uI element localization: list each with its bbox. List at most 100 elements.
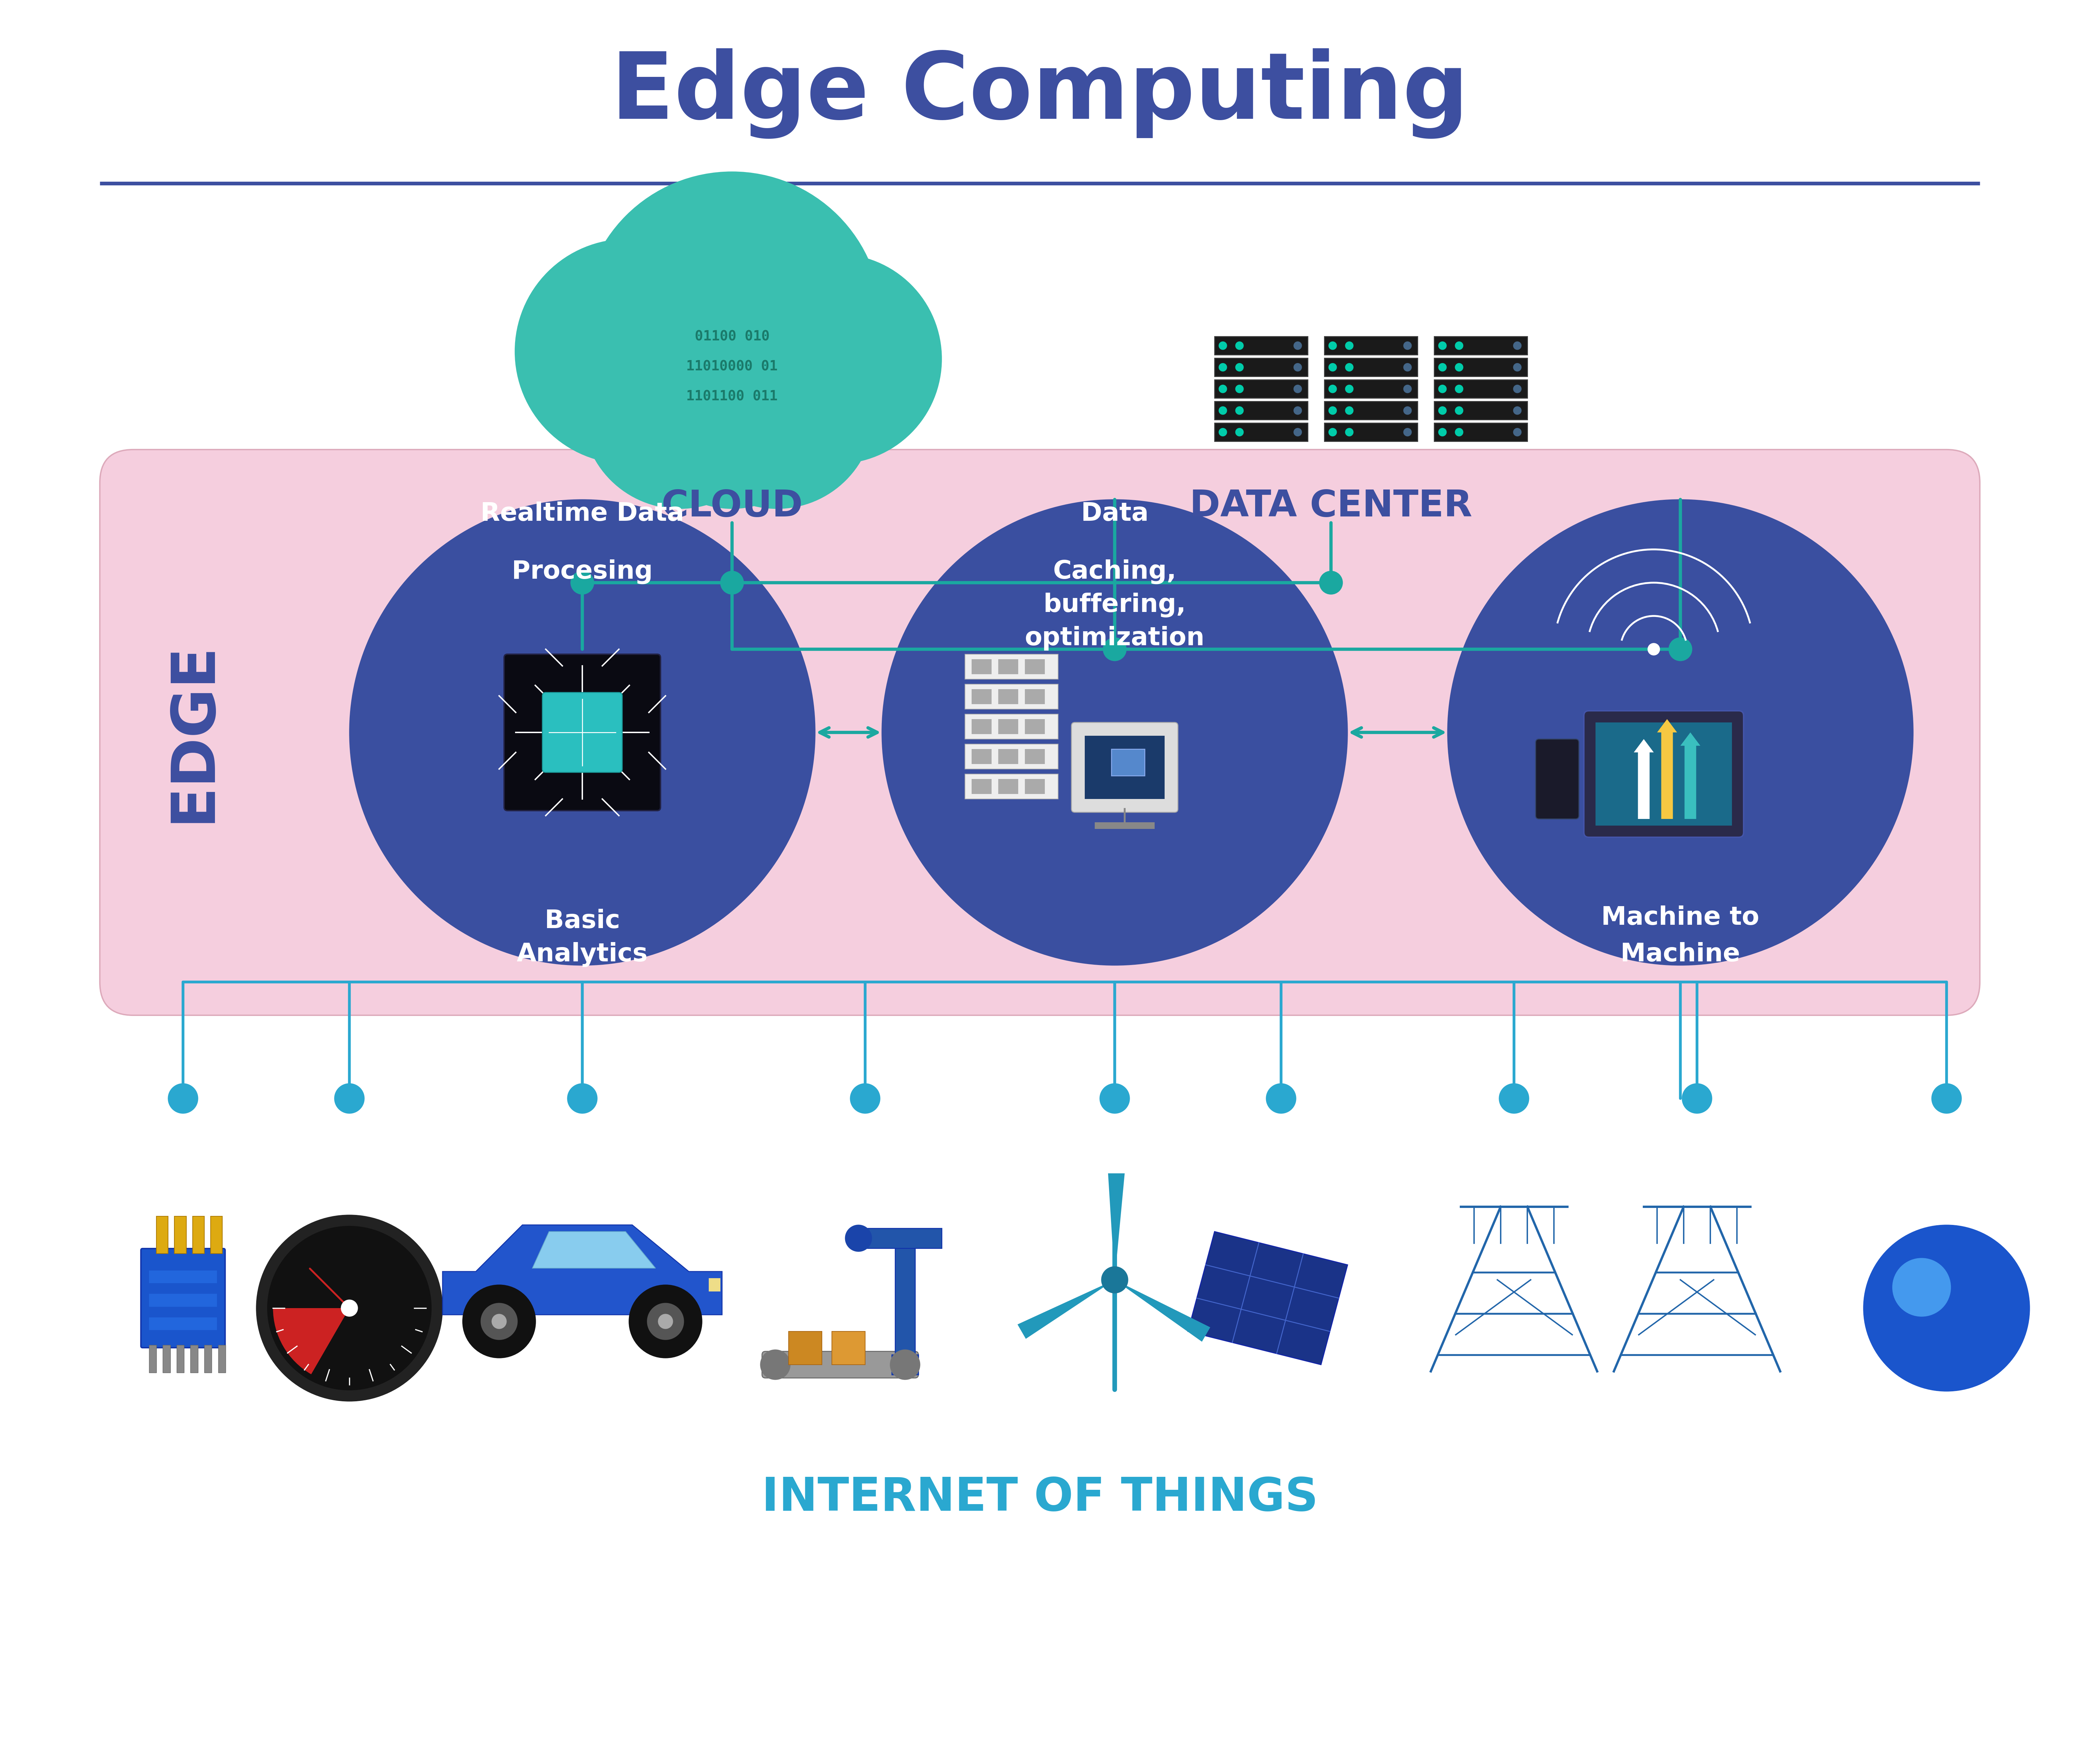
Circle shape [335,1083,364,1113]
Text: Realtime Data: Realtime Data [480,501,684,526]
Circle shape [844,1224,872,1251]
Circle shape [882,499,1348,965]
FancyBboxPatch shape [1433,400,1527,420]
Circle shape [1219,429,1227,436]
Circle shape [1647,644,1660,654]
FancyBboxPatch shape [100,450,1980,1016]
FancyBboxPatch shape [1325,379,1416,399]
Circle shape [1294,429,1302,436]
Circle shape [341,1300,358,1316]
Circle shape [1329,406,1337,415]
FancyBboxPatch shape [503,654,661,811]
Circle shape [1439,406,1446,415]
Bar [971,720,992,734]
Circle shape [1329,363,1337,370]
Bar [1595,723,1733,826]
Text: Edge Computing: Edge Computing [612,48,1468,139]
Circle shape [1236,406,1244,415]
Bar [150,1293,216,1307]
Polygon shape [532,1231,655,1268]
Circle shape [890,1349,919,1379]
Circle shape [657,1314,672,1328]
Circle shape [480,1304,518,1339]
Bar [1025,750,1044,764]
Circle shape [1683,1083,1712,1113]
Circle shape [1319,572,1342,594]
Bar [788,1332,822,1365]
Bar [971,750,992,764]
FancyBboxPatch shape [965,774,1059,799]
Circle shape [732,254,942,464]
Circle shape [1514,429,1520,436]
Polygon shape [443,1224,722,1314]
Bar [998,660,1019,674]
Circle shape [491,1314,505,1328]
Circle shape [1219,363,1227,370]
Text: Procesing: Procesing [512,559,653,584]
Circle shape [1294,406,1302,415]
FancyBboxPatch shape [1215,337,1308,355]
FancyBboxPatch shape [965,744,1059,769]
Bar [150,1318,216,1330]
Circle shape [1514,385,1520,393]
FancyArrow shape [1658,720,1676,818]
FancyBboxPatch shape [965,684,1059,709]
Bar [218,1344,225,1372]
Text: Data: Data [1082,501,1148,526]
Circle shape [1219,385,1227,393]
Bar [177,1344,183,1372]
Circle shape [851,1083,880,1113]
Text: 01100 010: 01100 010 [695,330,770,344]
FancyBboxPatch shape [1325,337,1416,355]
Circle shape [1236,342,1244,349]
Bar [191,1344,198,1372]
Circle shape [1346,363,1354,370]
Bar [971,690,992,704]
Circle shape [462,1284,537,1358]
Circle shape [1102,637,1127,662]
Bar [971,660,992,674]
Circle shape [1100,1083,1129,1113]
Circle shape [1404,429,1412,436]
Bar [1025,780,1044,794]
Circle shape [1346,406,1354,415]
Wedge shape [272,1309,349,1374]
Text: Basic: Basic [545,908,620,933]
Circle shape [643,328,822,508]
Bar [709,1279,720,1291]
Circle shape [582,171,882,471]
Circle shape [1346,429,1354,436]
Circle shape [761,1349,790,1379]
Circle shape [1439,429,1446,436]
Circle shape [1439,342,1446,349]
Circle shape [1456,342,1462,349]
Circle shape [1346,342,1354,349]
FancyBboxPatch shape [1433,379,1527,399]
Circle shape [1294,363,1302,370]
FancyBboxPatch shape [965,654,1059,679]
Text: Machine to: Machine to [1602,905,1760,930]
Circle shape [349,499,815,965]
FancyBboxPatch shape [1071,723,1177,811]
Circle shape [1456,363,1462,370]
Circle shape [1456,385,1462,393]
Circle shape [1219,342,1227,349]
FancyBboxPatch shape [141,1249,225,1348]
FancyBboxPatch shape [761,1351,919,1378]
Bar [1025,720,1044,734]
Bar [892,1355,919,1374]
Text: optimization: optimization [1025,626,1204,651]
Circle shape [1346,385,1354,393]
Text: 1101100 011: 1101100 011 [686,390,778,404]
FancyBboxPatch shape [1111,750,1144,776]
Bar [150,1344,156,1372]
Bar [1025,660,1044,674]
Bar [1094,822,1154,829]
Circle shape [1404,385,1412,393]
FancyBboxPatch shape [1325,358,1416,376]
Bar [998,780,1019,794]
Circle shape [570,572,595,594]
FancyBboxPatch shape [965,714,1059,739]
Circle shape [1329,429,1337,436]
Circle shape [1514,406,1520,415]
